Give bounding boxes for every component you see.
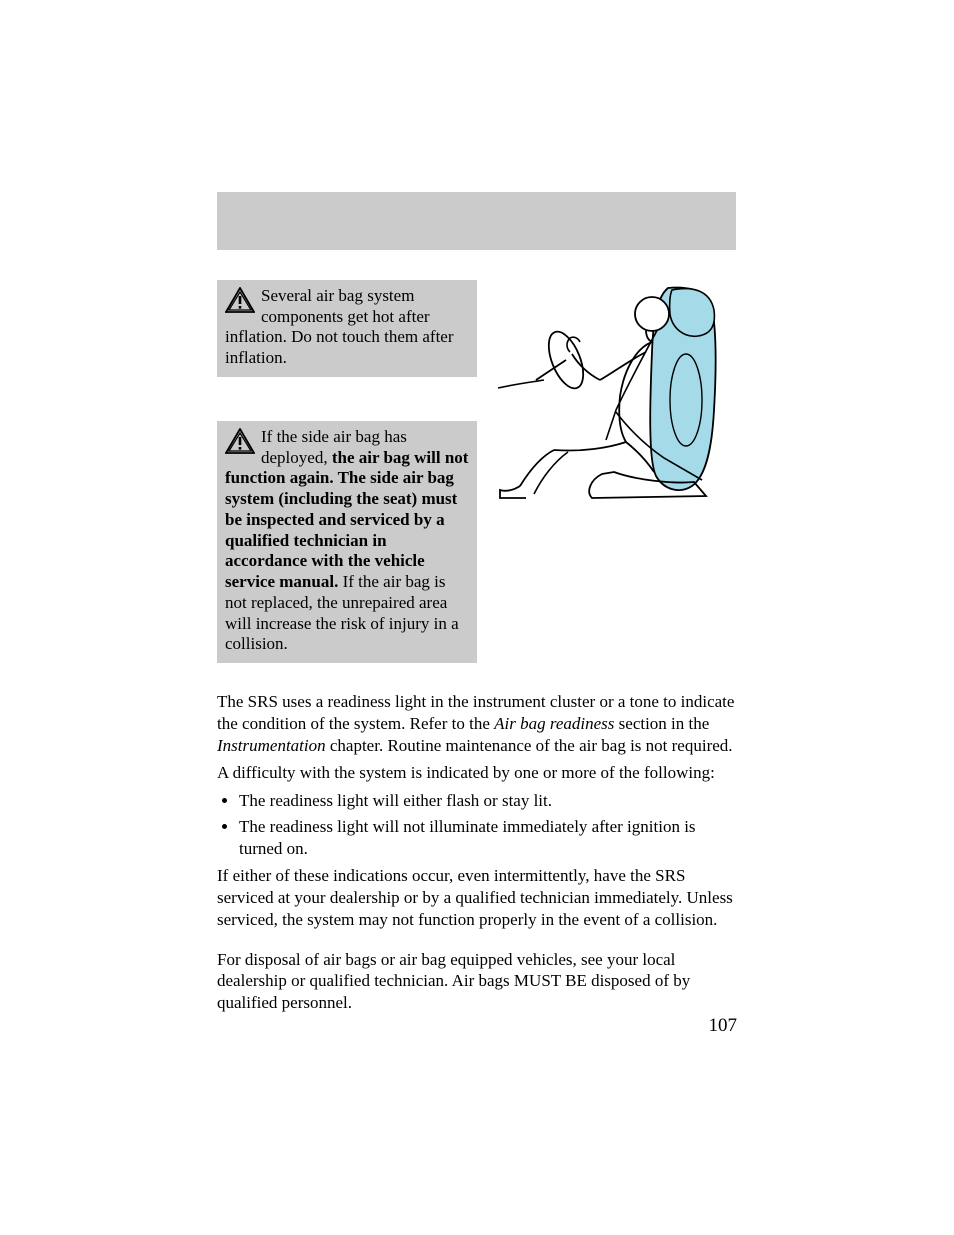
- page-content: Several air bag system components get ho…: [217, 280, 736, 1020]
- warning-icon: [225, 428, 255, 454]
- page-number: 107: [709, 1015, 738, 1037]
- warning-text-bold: the air bag will not function again. The…: [225, 448, 468, 591]
- warning-box-hot-components: Several air bag system components get ho…: [217, 280, 477, 377]
- paragraph: If either of these indications occur, ev…: [217, 865, 736, 930]
- warning-box-side-airbag-deployed: If the side air bag has deployed, the ai…: [217, 421, 477, 663]
- warning-icon: [225, 287, 255, 313]
- warnings-and-illustration-row: Several air bag system components get ho…: [217, 280, 736, 663]
- page-header-bar: [217, 192, 736, 250]
- bullet-list: The readiness light will either flash or…: [239, 790, 736, 859]
- text-italic: Instrumentation: [217, 736, 326, 755]
- text-run: chapter. Routine maintenance of the air …: [326, 736, 733, 755]
- side-airbag-illustration: [495, 280, 736, 663]
- disposal-section: For disposal of air bags or air bag equi…: [217, 949, 736, 1014]
- text-run: section in the: [614, 714, 709, 733]
- paragraph: A difficulty with the system is indicate…: [217, 762, 736, 784]
- paragraph: The SRS uses a readiness light in the in…: [217, 691, 736, 756]
- list-item: The readiness light will either flash or…: [239, 790, 736, 812]
- readiness-section: The SRS uses a readiness light in the in…: [217, 691, 736, 931]
- warnings-column: Several air bag system components get ho…: [217, 280, 477, 663]
- text-italic: Air bag readiness: [494, 714, 614, 733]
- list-item: The readiness light will not illuminate …: [239, 816, 736, 860]
- warning-text: Several air bag system components get ho…: [225, 286, 454, 367]
- paragraph: For disposal of air bags or air bag equi…: [217, 949, 736, 1014]
